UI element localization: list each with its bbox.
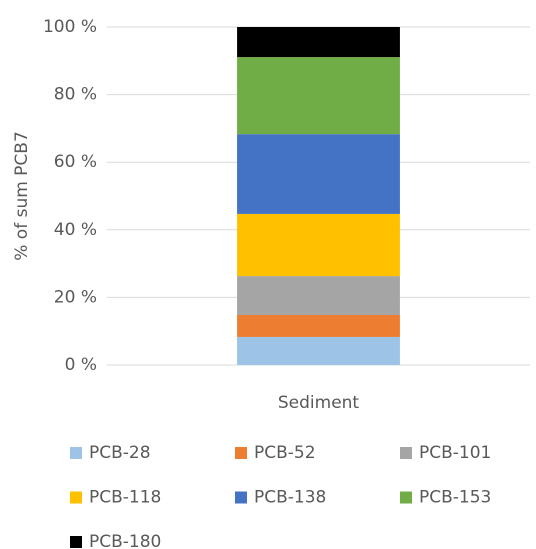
- legend-swatch: [70, 536, 82, 548]
- bar-segment: [237, 57, 400, 135]
- bar-segment: [237, 336, 400, 365]
- legend-label: PCB-153: [419, 488, 491, 508]
- legend-swatch: [235, 491, 247, 504]
- legend-swatch: [400, 491, 412, 504]
- bar-segment: [237, 314, 400, 337]
- bar-segment: [237, 27, 400, 58]
- y-tick-label: 40 %: [54, 220, 97, 240]
- legend-swatch: [70, 447, 82, 459]
- y-tick-label: 80 %: [54, 85, 97, 105]
- legend-swatch: [70, 491, 82, 504]
- y-axis-title: % of sum PCB7: [12, 131, 32, 261]
- legend-label: PCB-52: [254, 443, 316, 463]
- legend-label: PCB-118: [89, 488, 161, 508]
- bar-segment: [237, 276, 400, 315]
- legend-label: PCB-28: [89, 443, 151, 463]
- legend-label: PCB-180: [89, 532, 161, 549]
- y-tick-label: 20 %: [54, 287, 97, 307]
- bar-segment: [237, 134, 400, 214]
- legend-label: PCB-138: [254, 488, 326, 508]
- legend-swatch: [400, 447, 412, 459]
- y-tick-label: 60 %: [54, 152, 97, 172]
- x-tick-label: Sediment: [278, 393, 360, 413]
- y-tick-label: 100 %: [43, 17, 97, 37]
- legend-swatch: [235, 447, 247, 459]
- legend-label: PCB-101: [419, 443, 491, 463]
- bar-segment: [237, 213, 400, 277]
- y-tick-label: 0 %: [65, 355, 97, 375]
